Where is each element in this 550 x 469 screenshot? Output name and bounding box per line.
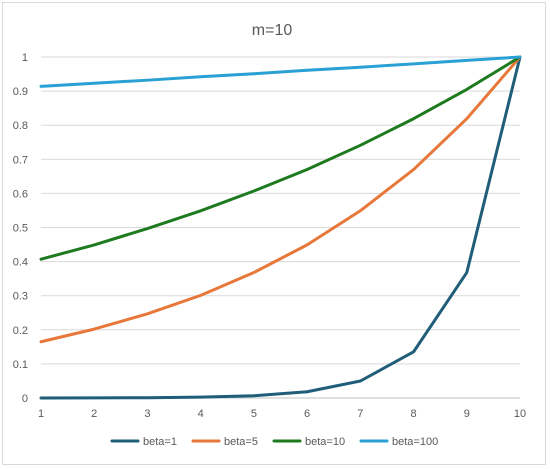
x-tick-label: 10	[514, 408, 526, 420]
y-tick-label: 1	[22, 52, 28, 64]
series-line-beta-100	[39, 55, 522, 88]
y-tick-label: 0.1	[13, 359, 28, 371]
y-axis-ticks: 0 0.1 0.2 0.3 0.4 0.5 0.6 0.7 0.8 0.9 1	[13, 52, 28, 405]
y-tick-label: 0.8	[13, 120, 28, 132]
y-tick-label: 0.2	[13, 325, 28, 337]
x-tick-label: 7	[357, 408, 363, 420]
legend-label: beta=10	[305, 436, 345, 448]
series-line-beta-10	[39, 55, 522, 261]
y-tick-label: 0.6	[13, 188, 28, 200]
y-tick-label: 0.5	[13, 223, 28, 235]
x-tick-label: 4	[198, 408, 204, 420]
series-lines	[39, 55, 522, 400]
x-tick-label: 5	[251, 408, 257, 420]
legend: beta=1 beta=5 beta=10 beta=100	[110, 436, 438, 448]
x-tick-label: 9	[464, 408, 470, 420]
legend-label: beta=1	[143, 436, 177, 448]
y-tick-label: 0	[22, 393, 28, 405]
y-tick-label: 0.9	[13, 86, 28, 98]
legend-label: beta=100	[392, 436, 438, 448]
x-tick-label: 2	[91, 408, 97, 420]
x-tick-label: 3	[144, 408, 150, 420]
legend-label: beta=5	[224, 436, 258, 448]
chart-frame	[2, 2, 546, 465]
x-tick-label: 8	[410, 408, 416, 420]
y-tick-label: 0.3	[13, 291, 28, 303]
x-tick-label: 1	[38, 408, 44, 420]
y-tick-label: 0.7	[13, 154, 28, 166]
x-axis-ticks: 1 2 3 4 5 6 7 8 9 10	[38, 408, 526, 420]
y-tick-label: 0.4	[13, 257, 28, 269]
series-line-beta-1	[39, 55, 522, 400]
chart-title: m=10	[252, 22, 293, 39]
series-line-beta-5	[39, 55, 522, 344]
gridlines	[41, 56, 520, 399]
x-tick-label: 6	[304, 408, 310, 420]
